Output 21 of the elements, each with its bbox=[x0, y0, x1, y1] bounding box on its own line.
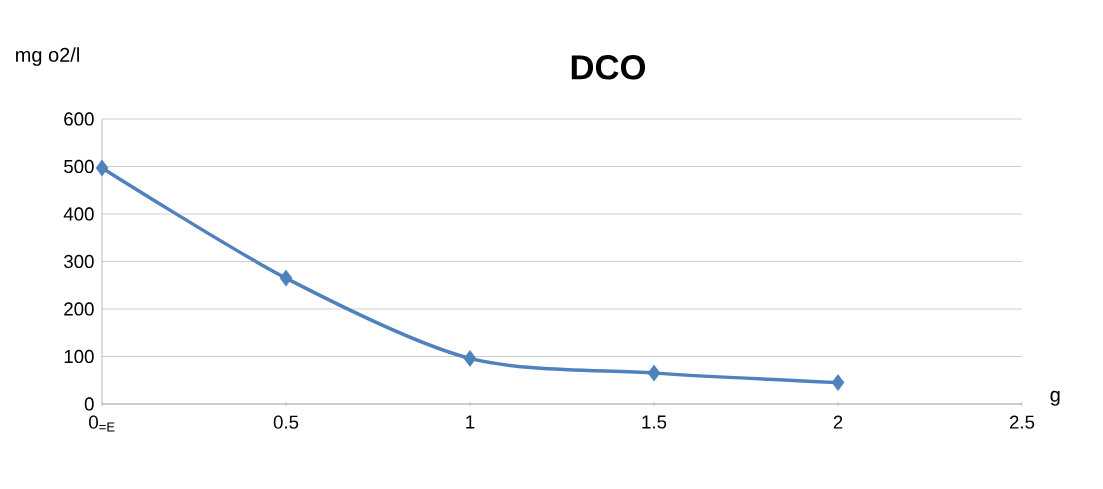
x-tick-label: 2 bbox=[833, 415, 843, 429]
point bbox=[463, 350, 477, 367]
x-tick-label: 2.5 bbox=[1009, 415, 1035, 429]
point bbox=[279, 269, 293, 287]
x-axis-title: g bbox=[1050, 390, 1060, 406]
y-tick-label: 0 bbox=[84, 397, 94, 411]
y-tick-label: 500 bbox=[64, 159, 94, 174]
point bbox=[647, 364, 661, 382]
point bbox=[831, 374, 845, 391]
y-tick-label: 200 bbox=[64, 302, 94, 316]
x-tick-label: 1 bbox=[466, 415, 475, 429]
point bbox=[95, 159, 109, 177]
chart-title: DCO bbox=[571, 55, 646, 80]
y-tick-label: 600 bbox=[64, 112, 94, 126]
y-axis-title: mg o2/l bbox=[16, 47, 79, 66]
y-tick-label: 400 bbox=[63, 207, 94, 221]
x-tick-label: 0$_{=E}$ bbox=[89, 415, 115, 432]
y-tick-label: 100 bbox=[64, 349, 94, 364]
x-tick-label: 1.5 bbox=[642, 415, 667, 429]
y-tick-label: 300 bbox=[64, 254, 94, 269]
x-tick-label: 0.5 bbox=[273, 415, 299, 429]
